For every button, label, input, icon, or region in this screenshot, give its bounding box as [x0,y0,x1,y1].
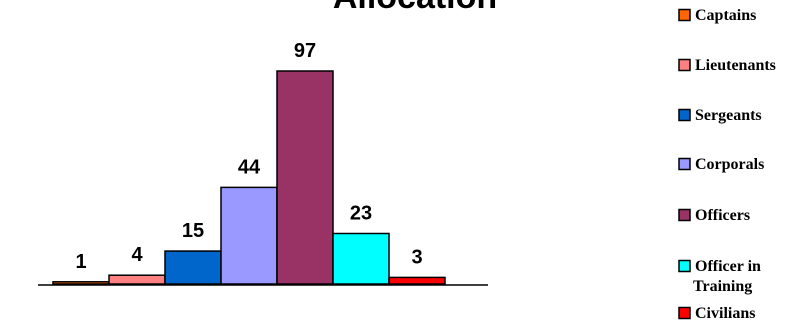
legend-label-captains: Captains [695,7,756,24]
legend-swatch-sergeants [678,108,691,122]
bars-group [52,70,446,285]
data-labels-group: 1 4 15 44 97 23 3 [75,40,422,273]
bar-captains [52,281,110,285]
legend: Captains Lieutenants Sergeants Corporals Off… [678,7,776,322]
bar-officers [276,70,334,285]
data-label-officers: 97 [294,40,316,62]
legend-label-civilians: Civilians [695,305,755,322]
bar-corporals [220,186,278,285]
data-label-captains: 1 [75,251,86,273]
legend-swatch-captains [678,8,691,22]
data-label-officer-in-training: 23 [350,202,372,224]
legend-swatch-lieutenants [678,58,691,72]
legend-label-officers: Officers [695,207,750,224]
data-label-civilians: 3 [411,246,422,268]
data-label-sergeants: 15 [182,220,204,242]
legend-swatch-officer-in-training [678,259,691,273]
bar-officer-in-training [332,232,390,285]
legend-swatch-officers [678,208,691,222]
legend-swatch-civilians [678,306,691,320]
legend-label-sergeants: Sergeants [695,107,762,124]
data-label-lieutenants: 4 [131,244,143,266]
bar-civilians [388,276,446,285]
legend-label-lieutenants: Lieutenants [695,57,776,74]
legend-label-officer-in-training: Officer in Training [693,258,761,295]
data-label-corporals: 44 [238,156,261,178]
bar-lieutenants [108,274,166,285]
chart-title: Allocation [333,0,497,16]
legend-label-corporals: Corporals [695,156,764,173]
bar-sergeants [164,250,222,285]
legend-swatch-corporals [678,157,691,171]
